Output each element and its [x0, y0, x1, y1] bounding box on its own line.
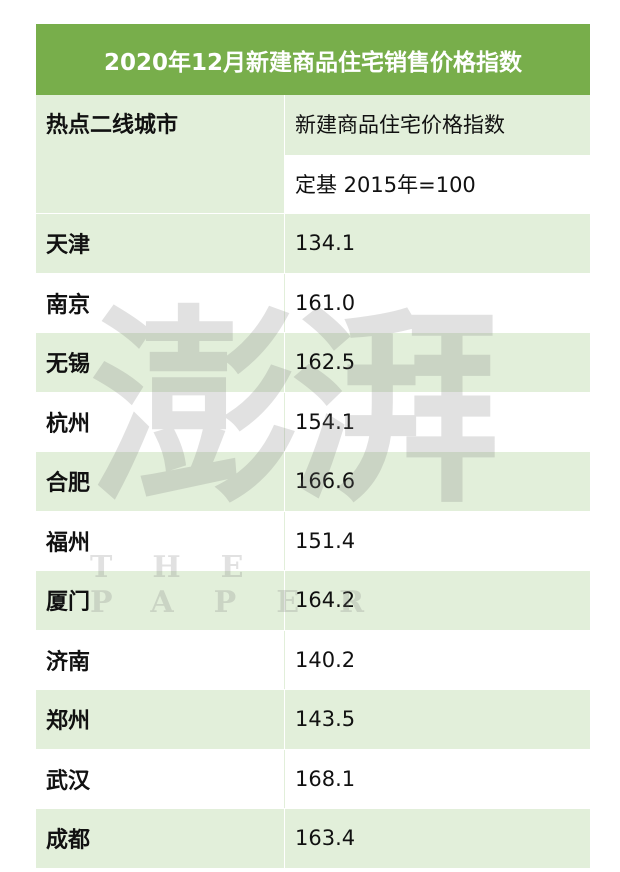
- city-cell: 合肥: [36, 452, 285, 511]
- city-cell: 郑州: [36, 690, 285, 749]
- index-value-cell: 143.5: [295, 707, 356, 732]
- index-value-cell: 134.1: [295, 231, 356, 256]
- table-row: 福州 151.4: [36, 510, 590, 570]
- index-value-cell: 166.6: [295, 469, 356, 494]
- city-cell: 武汉: [36, 749, 285, 808]
- table-row: 济南 140.2: [36, 629, 590, 689]
- table-title: 2020年12月新建商品住宅销售价格指数: [36, 24, 590, 95]
- city-cell: 无锡: [36, 333, 285, 392]
- city-cell: 南京: [36, 273, 285, 332]
- table-row: 无锡 162.5: [36, 332, 590, 392]
- table-header: 热点二线城市 新建商品住宅价格指数 定基 2015年=100: [36, 95, 590, 213]
- index-value-cell: 154.1: [295, 409, 356, 434]
- table-row: 天津 134.1: [36, 213, 590, 273]
- table-row: 合肥 166.6: [36, 451, 590, 511]
- table-row: 南京 161.0: [36, 272, 590, 332]
- base-note: 定基 2015年=100: [285, 153, 590, 213]
- table-row: 武汉 168.1: [36, 748, 590, 808]
- table-row: 厦门 164.2: [36, 570, 590, 630]
- city-column-header: 热点二线城市: [36, 95, 285, 213]
- city-cell: 济南: [36, 630, 285, 689]
- city-cell: 厦门: [36, 571, 285, 630]
- table-row: 杭州 154.1: [36, 391, 590, 451]
- index-value-cell: 162.5: [295, 350, 356, 375]
- index-value-cell: 164.2: [295, 588, 356, 613]
- price-index-table: 2020年12月新建商品住宅销售价格指数 热点二线城市 新建商品住宅价格指数 定…: [36, 24, 590, 868]
- index-value-cell: 168.1: [295, 766, 356, 791]
- index-value-cell: 163.4: [295, 826, 356, 851]
- city-cell: 成都: [36, 809, 285, 868]
- city-cell: 杭州: [36, 392, 285, 451]
- table-row: 郑州 143.5: [36, 689, 590, 749]
- city-cell: 福州: [36, 511, 285, 570]
- index-column-header: 新建商品住宅价格指数: [285, 95, 590, 154]
- table-body: 天津 134.1 南京 161.0 无锡 162.5 杭州 154.1 合肥 166.6 福州 151…: [36, 213, 590, 868]
- table-row: 成都 163.4: [36, 808, 590, 868]
- index-value-cell: 161.0: [295, 290, 356, 315]
- index-value-cell: 151.4: [295, 528, 356, 553]
- city-cell: 天津: [36, 214, 285, 273]
- index-value-cell: 140.2: [295, 647, 356, 672]
